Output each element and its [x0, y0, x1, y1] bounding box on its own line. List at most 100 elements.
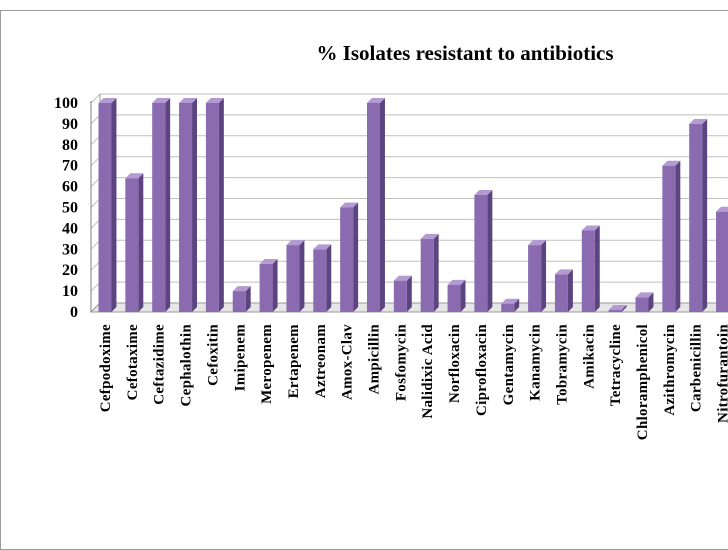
bar-side: [595, 226, 600, 312]
x-tick-label: Aztreonam: [313, 324, 329, 398]
bar-front: [99, 103, 112, 312]
y-tick-label: 0: [70, 304, 78, 321]
bar-front: [582, 230, 595, 312]
x-tick-label: Chloramphenicol: [635, 324, 651, 440]
bar: [233, 286, 251, 312]
bar-front: [528, 245, 541, 312]
x-tick-label: Norfloxacin: [447, 324, 463, 403]
bar-front: [421, 239, 434, 312]
bar-front: [662, 166, 675, 312]
bar-side: [273, 259, 278, 312]
bar-front: [179, 103, 192, 312]
bar: [313, 244, 331, 312]
bar-front: [260, 264, 273, 312]
bar-front: [716, 212, 728, 312]
x-tick-label: Carbenicillin: [689, 324, 705, 412]
bar-front: [394, 281, 407, 312]
bar: [206, 98, 224, 312]
bar-side: [165, 98, 170, 312]
bar-front: [152, 103, 165, 312]
bar: [689, 119, 707, 312]
x-axis-ticks: Cefpodoxime Cefotaxime Ceftazidime Cephalot…: [98, 324, 728, 441]
y-tick-label: 40: [62, 220, 78, 237]
bar-front: [367, 103, 380, 312]
y-tick-label: 70: [62, 158, 78, 175]
x-tick-label: Tetracycline: [608, 324, 624, 406]
bar-side: [219, 98, 224, 312]
y-axis-ticks: 0 10 20 30 40 50 60 70 80 90 100: [54, 95, 78, 321]
bar-side: [353, 203, 358, 312]
y-tick-label: 100: [54, 95, 78, 112]
bar-side: [138, 173, 143, 312]
bar-front: [206, 103, 219, 312]
y-tick-label: 20: [62, 262, 78, 279]
bar-front: [448, 285, 461, 312]
bar-top: [716, 207, 728, 212]
bar-side: [702, 119, 707, 312]
bar-side: [326, 244, 331, 312]
x-tick-label: Tobramycin: [554, 324, 570, 405]
bar-side: [192, 98, 197, 312]
x-tick-label: Meropenem: [259, 324, 275, 404]
x-tick-label: Nitrofurantoin: [716, 324, 728, 423]
x-tick-label: Cefpodoxime: [98, 324, 114, 412]
y-tick-label: 50: [62, 200, 78, 217]
bar-side: [407, 276, 412, 312]
x-tick-label: Ertapenem: [286, 324, 302, 399]
bar-front: [233, 291, 246, 312]
bar-front: [340, 208, 353, 313]
x-tick-label: Cephalothin: [179, 324, 195, 407]
bar: [99, 98, 117, 312]
bar: [179, 98, 197, 312]
y-tick-label: 90: [62, 116, 78, 133]
x-tick-label: Amox-Clav: [340, 324, 356, 400]
bar: [555, 269, 573, 312]
bar-side: [299, 240, 304, 312]
x-tick-label: Imipenem: [232, 324, 248, 392]
bar: [636, 292, 654, 312]
x-tick-label: Cefoxitin: [205, 324, 221, 386]
y-tick-label: 60: [62, 179, 78, 196]
y-tick-label: 10: [62, 283, 78, 300]
x-tick-label: Azithromycin: [662, 324, 678, 416]
bar-front: [313, 249, 326, 312]
bar: [340, 203, 358, 312]
bar-chart: % Isolates resistant to antibiotics 0 10 2…: [0, 0, 728, 527]
gridline-depth: [91, 94, 100, 103]
y-tick-label: 30: [62, 241, 78, 258]
bar-front: [689, 124, 702, 312]
bars: [99, 98, 728, 312]
bar-side: [487, 190, 492, 312]
bar: [474, 190, 492, 312]
bar: [582, 226, 600, 312]
x-tick-label: Cefotaxime: [125, 324, 141, 400]
bar-front: [125, 178, 138, 312]
bar-side: [568, 269, 573, 312]
y-tick-label: 80: [62, 137, 78, 154]
bar-front: [636, 297, 649, 312]
bar-front: [474, 195, 487, 312]
x-tick-label: Amikacin: [581, 324, 597, 389]
bar: [421, 234, 439, 312]
x-tick-label: Kanamycin: [528, 324, 544, 401]
bar-front: [286, 245, 299, 312]
bar-side: [461, 280, 466, 312]
bar: [260, 259, 278, 312]
bar: [286, 240, 304, 312]
bar-side: [675, 161, 680, 312]
bar-side: [380, 98, 385, 312]
bar: [448, 280, 466, 312]
bar-side: [434, 234, 439, 312]
chart-title: % Isolates resistant to antibiotics: [316, 41, 613, 65]
bar-front: [555, 274, 568, 312]
x-tick-label: Ciprofloxacin: [474, 324, 490, 416]
x-tick-label: Nalidixic Acid: [420, 324, 436, 419]
bar: [152, 98, 170, 312]
x-tick-label: Ceftazidime: [152, 324, 168, 405]
bar: [528, 240, 546, 312]
bar: [125, 173, 143, 312]
bar: [662, 161, 680, 312]
x-tick-label: Fosfomycin: [393, 324, 409, 402]
bar-front: [609, 310, 622, 312]
bar: [367, 98, 385, 312]
